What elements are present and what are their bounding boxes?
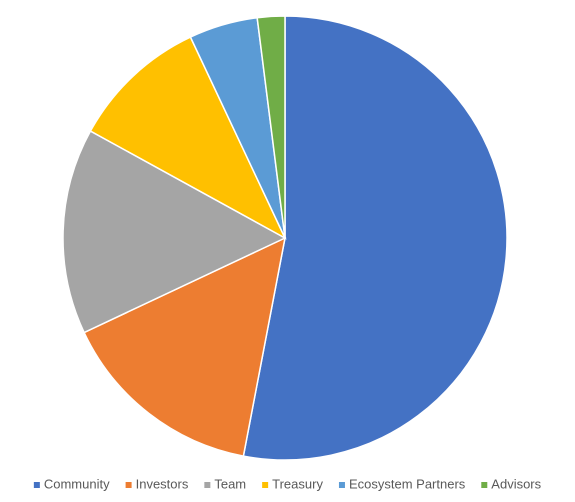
legend-swatch: [262, 482, 269, 488]
legend-swatch: [481, 482, 488, 488]
pie-slice: [83, 236, 287, 457]
pie-slice: [62, 130, 287, 334]
legend: Community Investors Team Treasury Ecosystem …: [33, 476, 542, 491]
legend-label: Treasury: [272, 476, 323, 491]
legend-label: Community: [44, 476, 110, 491]
legend-item: Community: [33, 476, 110, 491]
legend-label: Investors: [136, 476, 189, 491]
legend-item: Advisors: [481, 476, 542, 491]
pie-slice: [256, 15, 286, 239]
legend-swatch: [125, 482, 132, 488]
legend-swatch: [33, 482, 40, 488]
pie-slice: [242, 15, 508, 461]
legend-label: Advisors: [491, 476, 541, 491]
legend-item: Ecosystem Partners: [338, 476, 466, 491]
legend-swatch: [338, 482, 345, 488]
pie-slice: [89, 36, 287, 240]
legend-item: Investors: [125, 476, 189, 491]
legend-swatch: [204, 482, 211, 488]
legend-item: Team: [204, 476, 246, 491]
legend-label: Team: [214, 476, 246, 491]
legend-item: Treasury: [262, 476, 323, 491]
legend-label: Ecosystem Partners: [349, 476, 466, 491]
